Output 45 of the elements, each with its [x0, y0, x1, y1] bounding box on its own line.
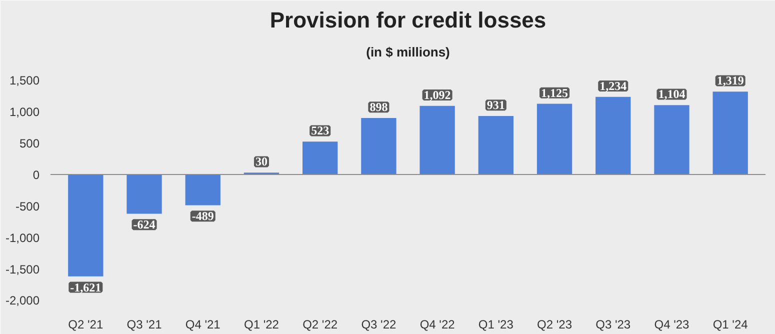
data-label: 898: [370, 100, 388, 114]
bar: [596, 96, 631, 174]
bar: [712, 92, 748, 174]
y-tick-label: -1,500: [5, 262, 40, 276]
x-tick-label: Q2 '21: [68, 318, 104, 332]
data-label: 1,125: [541, 86, 568, 100]
bar: [361, 118, 396, 174]
data-label: 1,104: [658, 87, 686, 102]
x-tick-label: Q3 '23: [596, 318, 631, 332]
x-tick-label: Q4 '22: [420, 318, 456, 332]
data-label: 931: [486, 98, 505, 112]
bar: [68, 174, 104, 276]
y-tick-label: 1,000: [9, 105, 40, 120]
y-tick-label: -500: [15, 199, 40, 214]
data-label: 1,092: [424, 88, 451, 102]
y-tick-label: -2,000: [5, 294, 40, 308]
x-tick-label: Q1 '22: [244, 318, 280, 332]
y-tick-label: 0: [32, 168, 40, 182]
data-label: -624: [133, 218, 156, 232]
bar: [302, 142, 338, 174]
bar: [478, 116, 514, 174]
x-tick-label: Q2 '22: [302, 318, 338, 332]
data-label: 1,234: [600, 79, 627, 94]
chart-title: Provision for credit losses: [270, 8, 546, 32]
x-tick-label: Q4 '21: [185, 318, 221, 332]
y-tick-label: 1,500: [9, 74, 40, 88]
bar: [654, 105, 690, 174]
bar: [420, 106, 455, 174]
x-tick-label: Q3 '21: [126, 318, 162, 332]
y-tick-label: 500: [19, 136, 40, 151]
x-tick-label: Q4 '23: [654, 318, 690, 332]
y-tick-label: -1,000: [5, 230, 40, 245]
bar: [185, 174, 220, 206]
x-tick-label: Q1 '23: [478, 318, 514, 332]
data-label: 523: [311, 124, 330, 138]
x-tick-label: Q1 '24: [712, 318, 748, 332]
data-label: -489: [192, 209, 214, 224]
x-tick-label: Q3 '22: [361, 318, 397, 332]
chart-subtitle: (in $ millions): [366, 44, 450, 60]
x-tick-label: Q2 '23: [537, 318, 572, 332]
data-label: -1,621: [70, 280, 102, 294]
data-label: 1,319: [716, 74, 744, 88]
bar: [126, 174, 162, 214]
data-label: 30: [255, 154, 268, 169]
bar: [536, 104, 572, 174]
